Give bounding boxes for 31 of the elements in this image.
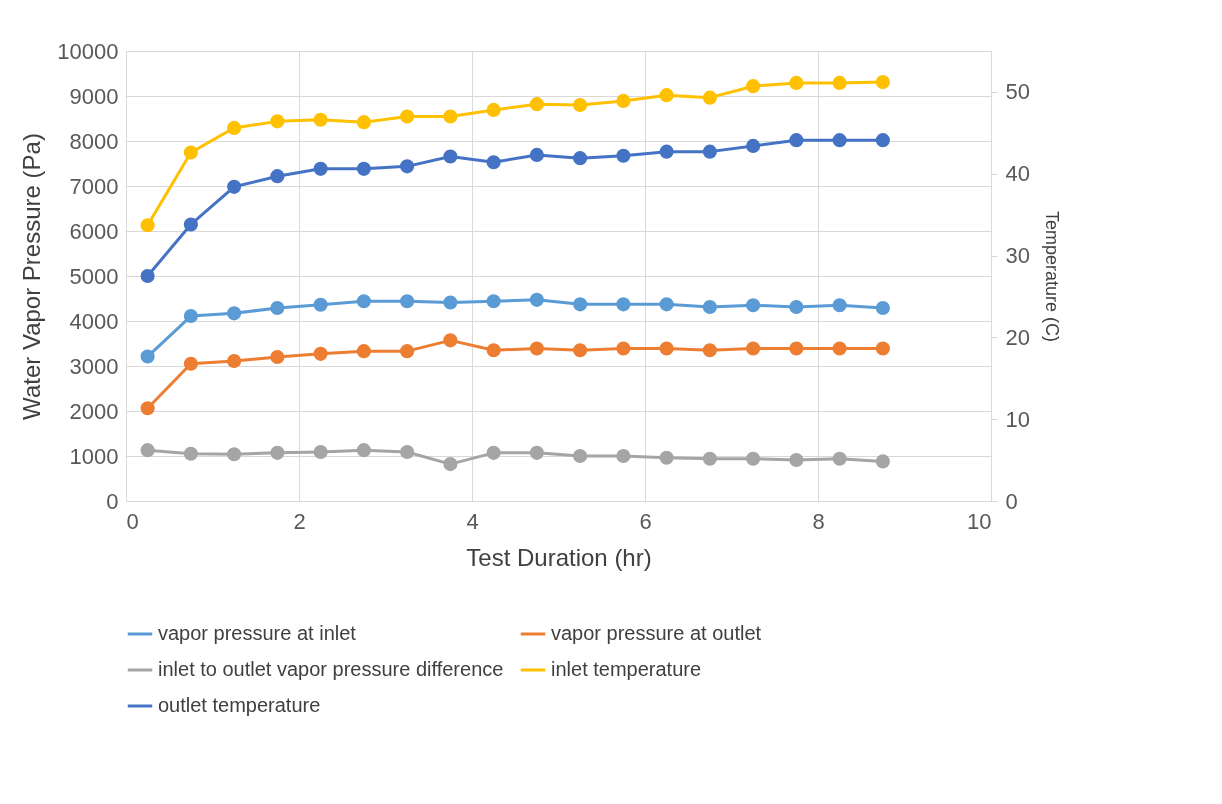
- y-tick-label: 9000: [69, 83, 119, 109]
- legend-label: vapor pressure at inlet: [158, 622, 357, 644]
- y2-tick-label: 50: [1005, 79, 1030, 105]
- y-axis-title: Water Vapor Pressure (Pa): [18, 133, 46, 420]
- y-tick-label: 7000: [69, 173, 119, 199]
- y2-tick-label: 30: [1005, 243, 1030, 269]
- y2-tick-label: 20: [1005, 324, 1030, 350]
- y-tick-label: 8000: [69, 128, 119, 154]
- y-tick-label: 4000: [69, 308, 119, 334]
- y-tick-label: 6000: [69, 218, 119, 244]
- legend-label: inlet temperature: [551, 658, 702, 680]
- x-tick-label: 6: [639, 508, 652, 534]
- y-tick-label: 0: [106, 488, 119, 514]
- x-tick-label: 8: [812, 508, 825, 534]
- legend-label: outlet temperature: [158, 694, 321, 716]
- x-tick-label: 0: [126, 508, 139, 534]
- y-tick-label: 1000: [69, 443, 119, 469]
- y2-tick-label: 0: [1005, 488, 1018, 514]
- legend-label: vapor pressure at outlet: [551, 622, 762, 644]
- x-tick-label: 2: [293, 508, 306, 534]
- x-tick-label: 4: [466, 508, 479, 534]
- y-tick-label: 10000: [57, 38, 119, 64]
- legend-label: inlet to outlet vapor pressure difference: [158, 658, 504, 680]
- y-tick-label: 2000: [69, 398, 119, 424]
- y2-tick-label: 10: [1005, 406, 1030, 432]
- y-tick-label: 5000: [69, 263, 119, 289]
- y2-tick-label: 40: [1005, 161, 1030, 187]
- x-axis-title: Test Duration (hr): [466, 543, 652, 571]
- y-tick-label: 3000: [69, 353, 119, 379]
- x-tick-label: 10: [967, 508, 992, 534]
- y2-axis-title: Temperature (C): [1041, 210, 1062, 343]
